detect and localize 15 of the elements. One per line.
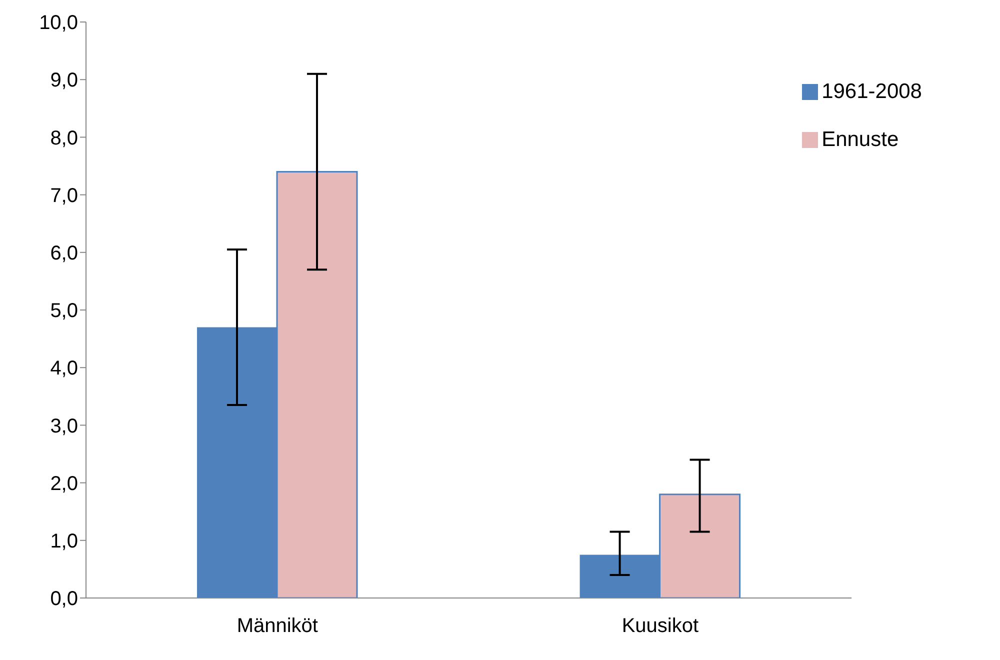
y-tick-label: 8,0 bbox=[50, 127, 78, 150]
legend-label: 1961-2008 bbox=[822, 80, 922, 103]
y-tick-label: 1,0 bbox=[50, 530, 78, 552]
y-tick-label: 5,0 bbox=[50, 300, 78, 322]
x-tick-label: Männiköt bbox=[236, 615, 318, 638]
y-tick-label: 4,0 bbox=[50, 358, 78, 380]
y-tick-label: 0,0 bbox=[50, 588, 78, 610]
y-tick-label: 3,0 bbox=[50, 415, 78, 438]
y-tick-label: 9,0 bbox=[50, 70, 78, 92]
y-tick-label: 10,0 bbox=[39, 12, 78, 34]
x-tick-label: Kuusikot bbox=[622, 615, 699, 638]
legend-label: Ennuste bbox=[822, 128, 899, 151]
y-tick-label: 6,0 bbox=[50, 242, 78, 264]
y-tick-label: 7,0 bbox=[50, 184, 78, 207]
y-tick-label: 2,0 bbox=[50, 472, 78, 495]
